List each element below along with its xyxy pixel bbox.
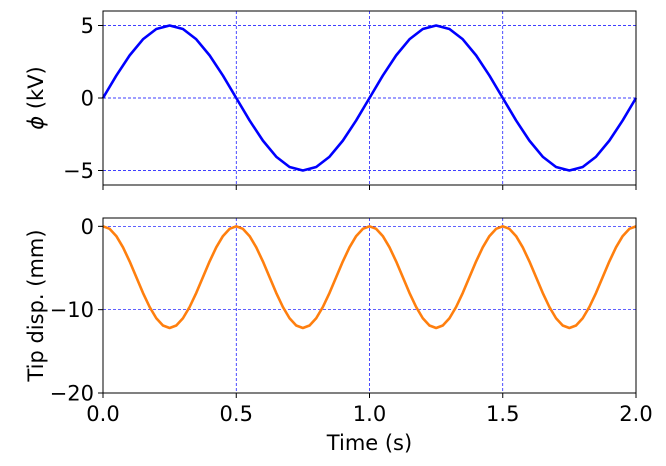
y-tick-label: −20	[50, 382, 94, 406]
y-tick-label: 0	[81, 87, 94, 111]
y-tick-label: −10	[50, 298, 94, 322]
series-line	[102, 225, 637, 330]
x-tick-label: 2.0	[619, 402, 652, 426]
y-tick-label: 0	[81, 215, 94, 239]
y-axis-label: ϕ (kV)	[24, 66, 48, 129]
y-tick-label: 5	[81, 14, 94, 38]
x-tick-label: 0.5	[220, 402, 253, 426]
bottom-chart-tip-displacement: 0.0 0.5 1.0 1.5 2.0 −20 −10 0 Tip disp. (mm) Time…	[24, 215, 653, 455]
series-line	[101, 24, 638, 172]
top-chart-voltage: −5 0 5 ϕ (kV)	[24, 10, 638, 190]
y-axis-label: Tip disp. (mm)	[24, 229, 48, 382]
x-tick-label: 0.0	[86, 402, 119, 426]
x-tick-label: 1.5	[486, 402, 519, 426]
x-axis-label: Time (s)	[326, 431, 412, 455]
x-tick-label: 1.0	[353, 402, 386, 426]
y-tick-label: −5	[63, 159, 94, 183]
